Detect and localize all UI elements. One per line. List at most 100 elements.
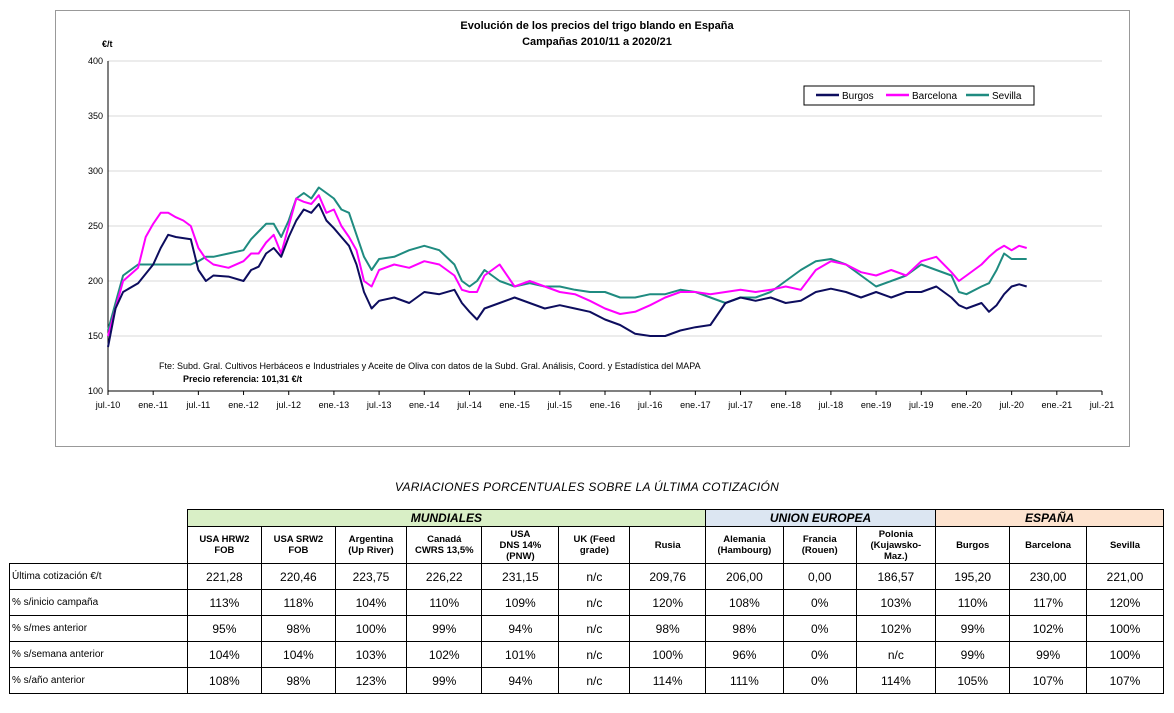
table-cell: n/c <box>558 641 631 668</box>
table-cell: n/c <box>558 667 631 694</box>
blank-corner <box>10 510 188 527</box>
column-header: Argentina (Up River) <box>334 526 408 564</box>
legend: Burgos Barcelona Sevilla <box>803 85 1035 106</box>
table-cell: 100% <box>629 641 706 668</box>
row-label: % s/año anterior <box>9 667 188 694</box>
column-header: Barcelona <box>1009 526 1088 564</box>
x-tick-label: ene.-16 <box>590 400 621 410</box>
x-tick-label: ene.-18 <box>770 400 801 410</box>
x-tick-label: ene.-13 <box>319 400 350 410</box>
table-cell: 98% <box>629 615 706 642</box>
table-cell: n/c <box>558 589 631 616</box>
column-header-line: Francia <box>802 534 837 545</box>
column-header-line: Rusia <box>654 539 681 551</box>
column-header: Rusia <box>629 526 706 564</box>
table-cell: 104% <box>334 589 408 616</box>
x-tick-label: jul.-16 <box>637 400 663 410</box>
table-cell: 0% <box>782 589 857 616</box>
table-cell: 104% <box>186 641 262 668</box>
table-cell: 99% <box>406 615 483 642</box>
table-cell: 226,22 <box>406 563 483 590</box>
table-cell: n/c <box>855 641 937 668</box>
table-cell: 100% <box>1086 615 1164 642</box>
table-cell: 221,00 <box>1086 563 1164 590</box>
x-tick-label: ene.-15 <box>499 400 530 410</box>
table-cell: 110% <box>406 589 483 616</box>
x-tick-label: jul.-10 <box>95 400 121 410</box>
series-line-sevilla <box>107 186 1027 331</box>
table-cell: 113% <box>186 589 262 616</box>
table-cell: 231,15 <box>481 563 560 590</box>
table-cell: 99% <box>935 615 1011 642</box>
table-cell: 105% <box>935 667 1011 694</box>
table-cell: 102% <box>855 615 937 642</box>
group-header: ESPAÑA <box>935 509 1164 527</box>
table-row: % s/semana anterior 104% 104% 103% 102% 101% n… <box>9 641 1164 668</box>
table-cell: 117% <box>1009 589 1088 616</box>
column-header: USA SRW2 FOB <box>260 526 336 564</box>
table-cell: 120% <box>1086 589 1164 616</box>
column-header: Polonia (Kujawsko- Maz.) <box>855 526 937 564</box>
legend-label-sevilla: Sevilla <box>992 91 1022 102</box>
x-tick-label: jul.-18 <box>818 400 844 410</box>
column-header-line: Maz.) <box>883 550 908 562</box>
row-label: % s/semana anterior <box>9 641 188 668</box>
table-cell: 99% <box>935 641 1011 668</box>
table-title: VARIACIONES PORCENTUALES SOBRE LA ÚLTIMA… <box>394 480 780 494</box>
table-row: % s/año anterior 108% 98% 123% 99% 94% n/c 114%… <box>9 667 1164 694</box>
column-header-line: grade) <box>579 545 609 556</box>
table-cell: 95% <box>186 615 262 642</box>
table-cell: 104% <box>260 641 336 668</box>
table-cell: 101% <box>481 641 560 668</box>
column-header-line: (PNW) <box>506 550 535 562</box>
column-header-line: CWRS 13,5% <box>414 545 474 556</box>
row-label: Última cotización €/t <box>9 563 188 590</box>
table-cell: 94% <box>481 667 560 694</box>
x-tick-label: jul.-13 <box>366 400 392 410</box>
table-cell: 98% <box>260 667 336 694</box>
table-cell: 221,28 <box>186 563 262 590</box>
column-header: Canadá CWRS 13,5% <box>406 526 483 564</box>
column-header-line: FOB <box>288 545 309 556</box>
table-cell: 99% <box>406 667 483 694</box>
reference-note: Precio referencia: 101,31 €/t <box>183 374 302 384</box>
table-cell: 108% <box>186 667 262 694</box>
column-header: Sevilla <box>1086 526 1164 564</box>
x-tick-label: jul.-15 <box>547 400 573 410</box>
x-tick-label: ene.-17 <box>680 400 711 410</box>
column-header: USA DNS 14% (PNW) <box>481 526 560 564</box>
column-header-line: USA SRW2 <box>273 534 324 545</box>
table-cell: 99% <box>1009 641 1088 668</box>
table-cell: 195,20 <box>935 563 1011 590</box>
table-cell: 0% <box>782 615 857 642</box>
column-header-line: UK (Feed <box>573 534 616 545</box>
y-tick-label: 300 <box>88 166 103 176</box>
y-tick-label: 250 <box>88 221 103 231</box>
blank-corner <box>10 527 188 564</box>
table-row: % s/mes anterior 95% 98% 100% 99% 94% n/c 98% 98… <box>9 615 1164 642</box>
table-cell: 110% <box>935 589 1011 616</box>
column-header: Alemania (Hambourg) <box>704 526 784 564</box>
column-header-line: (Up River) <box>348 545 394 556</box>
x-tick-label: jul.-19 <box>908 400 934 410</box>
x-tick-label: jul.-12 <box>275 400 301 410</box>
price-chart: Evolución de los precios del trigo bland… <box>88 20 1114 410</box>
column-header-line: USA HRW2 <box>199 534 250 545</box>
table-cell: 109% <box>481 589 560 616</box>
column-header-line: Argentina <box>348 534 394 545</box>
x-tick-label: jul.-20 <box>998 400 1024 410</box>
table-cell: 209,76 <box>629 563 706 590</box>
x-tick-label: ene.-20 <box>951 400 982 410</box>
chart-subtitle: Campañas 2010/11 a 2020/21 <box>522 36 672 48</box>
column-header-line: DNS 14% <box>499 539 542 551</box>
table-row: % s/inicio campaña 113% 118% 104% 110% 109% n/… <box>9 589 1164 616</box>
table-cell: 107% <box>1009 667 1088 694</box>
table-cell: 123% <box>334 667 408 694</box>
table-cell: 102% <box>1009 615 1088 642</box>
x-tick-label: ene.-12 <box>228 400 259 410</box>
table-cell: 100% <box>334 615 408 642</box>
row-label: % s/inicio campaña <box>9 589 188 616</box>
table-cell: 120% <box>629 589 706 616</box>
column-header: Burgos <box>935 526 1011 564</box>
column-header-line: (Kujawsko- <box>870 539 922 551</box>
